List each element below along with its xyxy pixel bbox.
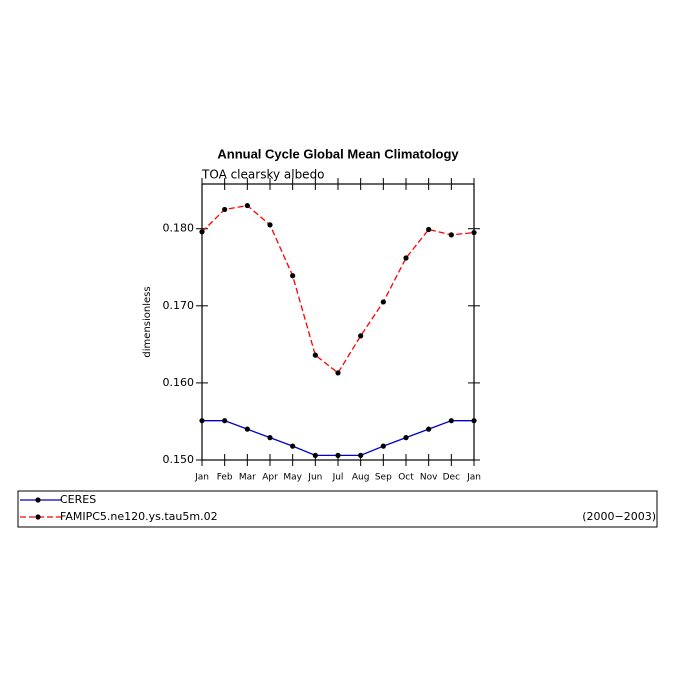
y-tick-label: 0.170 xyxy=(163,299,195,312)
x-tick-label: Jan xyxy=(194,473,209,483)
legend-marker xyxy=(35,514,41,520)
data-point xyxy=(244,426,250,432)
x-tick-label: Jul xyxy=(332,473,344,483)
data-point xyxy=(358,452,364,458)
plot-frame xyxy=(201,183,475,461)
x-tick-label: Aug xyxy=(352,473,370,483)
x-tick-label: Feb xyxy=(217,473,233,483)
data-point xyxy=(222,206,228,213)
data-point xyxy=(471,229,477,236)
chart-subtitle: TOA clearsky albedo xyxy=(201,168,325,182)
data-point xyxy=(403,255,409,261)
data-point xyxy=(267,435,273,441)
x-tick-label: Dec xyxy=(443,473,460,483)
data-point xyxy=(290,273,296,279)
data-point xyxy=(358,333,364,339)
data-point xyxy=(267,222,273,228)
x-tick-label: Apr xyxy=(262,473,278,483)
x-tick-label: May xyxy=(283,473,302,483)
data-point xyxy=(290,443,296,449)
data-point xyxy=(448,418,454,424)
data-point xyxy=(426,426,432,432)
x-tick-label: Nov xyxy=(420,473,438,483)
data-point xyxy=(403,435,409,441)
legend-marker xyxy=(35,497,41,503)
legend-box xyxy=(17,490,658,528)
data-point xyxy=(244,202,250,209)
data-point xyxy=(426,226,432,233)
legend-note: (2000−2003) xyxy=(582,510,656,523)
data-point xyxy=(312,452,318,458)
x-tick-label: Oct xyxy=(398,473,414,483)
series-line xyxy=(201,204,475,374)
y-axis-label: dimensionless xyxy=(142,286,153,357)
data-point xyxy=(335,452,341,458)
x-tick-label: Jun xyxy=(307,473,322,483)
y-tick-label: 0.180 xyxy=(163,222,195,235)
x-tick-label: Sep xyxy=(375,473,392,483)
x-tick-label: Mar xyxy=(239,473,256,483)
x-tick-label: Jan xyxy=(466,473,481,483)
data-point xyxy=(380,443,386,449)
data-point xyxy=(471,418,477,424)
data-point xyxy=(222,418,228,424)
data-point xyxy=(448,232,454,238)
data-point xyxy=(199,418,205,424)
legend-label: FAMIPC5.ne120.ys.tau5m.02 xyxy=(60,510,218,523)
data-point xyxy=(199,229,205,235)
data-point xyxy=(335,370,341,376)
legend-label: CERES xyxy=(60,493,96,506)
data-point xyxy=(380,299,386,305)
series-line xyxy=(202,420,474,457)
y-tick-label: 0.160 xyxy=(163,376,195,389)
chart-title: Annual Cycle Global Mean Climatology xyxy=(217,146,459,161)
y-tick-label: 0.150 xyxy=(163,453,195,466)
data-point xyxy=(312,352,318,358)
